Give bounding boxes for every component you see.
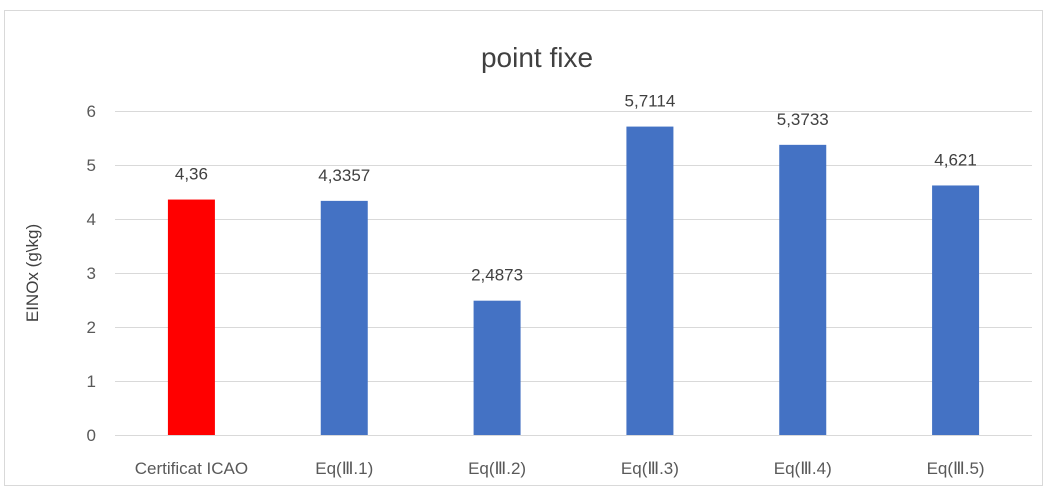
y-axis-label: EINOx (g\kg) (23, 224, 42, 322)
x-tick-label: Eq(Ⅲ.3) (621, 459, 679, 478)
x-tick-label: Eq(Ⅲ.1) (315, 459, 373, 478)
x-tick-label: Certificat ICAO (135, 459, 248, 478)
y-tick-label: 4 (87, 210, 96, 229)
data-label: 4,36 (175, 165, 208, 184)
y-axis-ticks: 0 1 2 3 4 5 6 (87, 102, 96, 445)
x-axis-ticks: Certificat ICAO Eq(Ⅲ.1) Eq(Ⅲ.2) Eq(Ⅲ.3) Eq(Ⅲ… (135, 459, 985, 478)
bar-4 (779, 144, 827, 435)
y-tick-label: 1 (87, 372, 96, 391)
data-label: 4,621 (934, 150, 977, 169)
data-label: 5,7114 (625, 92, 676, 111)
x-tick-label: Eq(Ⅲ.2) (468, 459, 526, 478)
bar-1 (320, 200, 368, 435)
x-tick-label: Eq(Ⅲ.4) (774, 459, 832, 478)
bar-0 (167, 199, 215, 435)
data-labels: 4,36 4,3357 2,4873 5,7114 5,3733 4,621 (175, 92, 977, 285)
y-tick-label: 2 (87, 318, 96, 337)
y-tick-label: 6 (87, 102, 96, 121)
bar-2 (473, 300, 521, 435)
y-tick-label: 3 (87, 264, 96, 283)
chart-title: point fixe (481, 42, 593, 73)
data-label: 5,3733 (777, 110, 829, 129)
y-tick-label: 5 (87, 156, 96, 175)
data-label: 2,4873 (471, 266, 523, 285)
data-label: 4,3357 (318, 166, 370, 185)
bars (167, 126, 980, 435)
chart-border (4, 10, 1043, 486)
bar-3 (626, 126, 674, 435)
gridlines (115, 111, 1032, 436)
bar-5 (932, 185, 980, 435)
y-tick-label: 0 (87, 426, 96, 445)
x-tick-label: Eq(Ⅲ.5) (927, 459, 985, 478)
